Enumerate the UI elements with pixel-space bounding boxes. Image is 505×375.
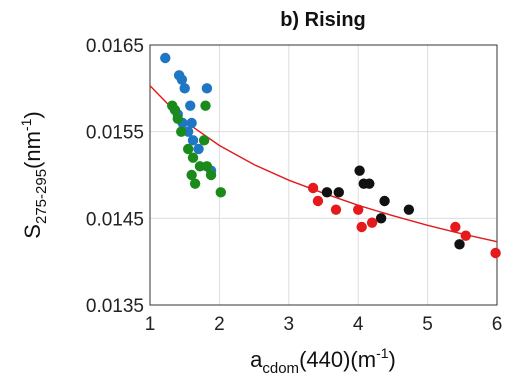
data-point (200, 100, 211, 111)
x-label-sub: cdom (262, 360, 299, 375)
data-point (321, 187, 333, 198)
y-label-sub: 275-295 (33, 169, 50, 224)
data-point (403, 204, 415, 215)
data-point (454, 239, 465, 250)
data-point (160, 52, 171, 64)
x-tick-labels: 1 2 3 4 5 6 (145, 314, 503, 335)
plot-area (149, 44, 498, 306)
x-label-end: ) (389, 347, 396, 372)
x-label-base: a (250, 347, 263, 372)
grid (150, 45, 497, 305)
data-point (201, 83, 213, 94)
x-tick-label: 1 (145, 314, 156, 335)
data-point (187, 152, 199, 163)
data-point (172, 113, 183, 124)
data-point (189, 178, 201, 189)
y-tick-label: 0.0165 (86, 36, 144, 57)
data-point (215, 187, 226, 198)
data-point (356, 221, 367, 233)
data-point (353, 204, 364, 215)
y-label-base: S (20, 224, 45, 239)
data-point (354, 165, 365, 176)
data-point (333, 187, 344, 198)
data-point (193, 143, 204, 155)
data-point (185, 100, 196, 111)
data-point (307, 182, 319, 194)
y-axis-label: S275-295(nm-1) (18, 111, 50, 238)
data-point (366, 217, 378, 228)
x-label-rest: (440)(m (299, 347, 376, 372)
data-point (198, 135, 210, 146)
data-point (450, 221, 461, 233)
x-tick-label: 2 (214, 314, 225, 335)
y-tick-label: 0.0155 (86, 123, 144, 144)
y-tick-labels: 0.0135 0.0145 0.0155 0.0165 (86, 36, 144, 317)
chart-title: b) Rising (280, 9, 366, 31)
y-tick-label: 0.0145 (86, 209, 144, 230)
data-point (176, 74, 188, 85)
data-point (179, 83, 190, 94)
x-tick-label: 3 (284, 314, 295, 335)
x-label-sup: -1 (376, 345, 389, 361)
data-point (186, 169, 197, 181)
data-point (364, 178, 375, 189)
data-point (169, 104, 181, 116)
x-tick-label: 5 (422, 314, 433, 335)
data-point (201, 161, 213, 172)
data-point (182, 143, 194, 155)
data-point (375, 213, 387, 224)
data-point (176, 126, 187, 137)
data-point (186, 117, 197, 129)
x-tick-label: 6 (492, 314, 503, 335)
x-axis-label: acdom(440)(m-1) (250, 345, 396, 375)
data-points (160, 52, 501, 259)
y-label-end: ) (20, 111, 45, 118)
data-point (379, 195, 390, 207)
data-point (330, 204, 342, 215)
y-tick-label: 0.0135 (86, 296, 144, 317)
data-point (205, 169, 217, 181)
data-point (312, 195, 324, 207)
data-point (460, 230, 471, 241)
data-point (490, 247, 501, 259)
x-tick-label: 4 (353, 314, 364, 335)
y-label-sup: -1 (18, 118, 34, 131)
y-label-rest: (nm (20, 131, 45, 169)
data-point (187, 135, 199, 146)
